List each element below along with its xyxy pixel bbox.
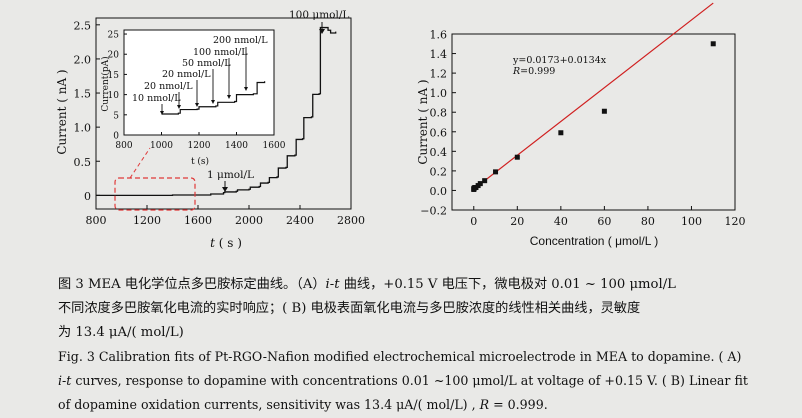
inset-x-tick-label: 1600	[263, 141, 286, 151]
panel-a-x-tick-label: 2000	[235, 214, 263, 227]
caption-cn-line-2: 不同浓度多巴胺氧化电流的实时响应；( B) 电极表面氧化电流与多巴胺浓度的线性相…	[58, 301, 641, 316]
panel-b-y-tick-label: 0.0	[430, 185, 448, 198]
caption-en-line-2: i-t curves, response to dopamine with co…	[58, 373, 748, 388]
caption-en-line-1: Fig. 3 Calibration fits of Pt-RGO-Nafion…	[58, 349, 742, 364]
panel-b-x-tick-label: 60	[597, 215, 611, 228]
panel-b-y-tick-label: −0.2	[420, 205, 447, 218]
panel-a-y-tick-label: 1.5	[74, 88, 92, 101]
panel-b-y-tick-label: 0.4	[430, 146, 448, 159]
inset-ylabel: Current(pA)	[100, 56, 111, 111]
data-point	[710, 41, 716, 47]
annotation-100umol: 100 μmol/L	[289, 9, 349, 21]
panel-a-y-tick-label: 2.0	[74, 53, 92, 66]
panel-b-y-tick-label: 1.6	[430, 29, 448, 42]
panel-a-xlabel: t ( s )	[210, 236, 242, 250]
figure: 0 0.5 1.0 1.5 2.0 2.5 800 1200 1600 2000 2400 2800…	[55, 2, 746, 250]
panel-a-trace	[96, 26, 337, 197]
panel-a-x-tick-label: 1600	[184, 214, 212, 227]
panel-a-x-tick-label: 800	[86, 214, 107, 227]
data-point	[601, 108, 607, 114]
panel-b-xlabel: Concentration ( μmol/L )	[530, 234, 659, 248]
data-point	[482, 178, 488, 184]
caption-cn-line-3: 为 13.4 μA/( mol/L)	[58, 325, 184, 340]
inset-arrows	[161, 47, 247, 112]
caption-en-line-3: of dopamine oxidation currents, sensitiv…	[58, 397, 548, 412]
inset-annotation-100nmol: 100 nmol/L	[193, 47, 248, 58]
panel-a: 0 0.5 1.0 1.5 2.0 2.5 800 1200 1600 2000 2400 2800…	[55, 9, 365, 250]
inset-trace	[161, 81, 266, 115]
fit-line	[473, 2, 714, 190]
inset-y-tick-label: 5	[113, 111, 119, 121]
inset-plot: 0 5 10 15 20 25 800 1000 1200 1400 1600 Current(p…	[100, 29, 286, 167]
inset-x-tick-label: 1400	[225, 141, 248, 151]
inset-x-tick-label: 1200	[188, 141, 211, 151]
caption-cn-line-1: 图 3 MEA 电化学位点多巴胺标定曲线。（A）i-t 曲线，+0.15 V 电…	[58, 277, 676, 292]
inset-y-tick-label: 15	[108, 71, 120, 81]
panel-b-y-tick-label: 0.2	[430, 165, 448, 178]
inset-x-tick-label: 1000	[150, 141, 173, 151]
panel-b-y-tick-label: 1.2	[430, 68, 448, 81]
panel-a-y-tick-label: 1.0	[74, 122, 92, 135]
panel-b: −0.2 0.0 0.2 0.4 0.6 0.8 1.0 1.2 1.4 1.6 0 20 40 60 8…	[416, 2, 746, 248]
panel-a-y-tick-label: 0.5	[74, 156, 92, 169]
panel-a-y-tick-label: 0	[84, 190, 91, 203]
data-point	[493, 169, 499, 175]
panel-a-x-tick-label: 2800	[337, 214, 365, 227]
panel-b-x-tick-label: 120	[725, 215, 746, 228]
panel-b-x-tick-label: 40	[554, 215, 568, 228]
data-point	[477, 181, 483, 187]
inset-y-tick-label: 25	[108, 31, 120, 41]
inset-annotation-20nmol-a: 20 nmol/L	[144, 81, 193, 92]
inset-annotation-10nmol: 10 nmol/L	[132, 93, 181, 104]
data-point	[514, 154, 520, 160]
fit-equation: y=0.0173+0.0134x	[512, 55, 607, 66]
panel-b-frame	[451, 33, 736, 211]
inset-arrow-heads	[160, 87, 248, 115]
panel-a-frame	[95, 17, 352, 210]
inset-annotation-50nmol: 50 nmol/L	[182, 58, 231, 69]
data-point	[558, 130, 564, 136]
panel-b-y-tick-label: 0.6	[430, 126, 448, 139]
panel-b-x-tick-label: 20	[510, 215, 524, 228]
panel-a-ylabel: Current ( nA )	[55, 69, 69, 154]
panel-a-y-tick-label: 2.5	[74, 19, 92, 32]
panel-a-x-tick-label: 1200	[133, 214, 161, 227]
inset-y-tick-label: 20	[108, 51, 120, 61]
zoom-connector	[129, 147, 151, 179]
inset-y-tick-label: 0	[113, 132, 119, 142]
panel-b-y-tick-label: 1.0	[430, 87, 448, 100]
inset-x-tick-label: 800	[115, 141, 132, 151]
panel-b-ylabel: Current ( nA )	[416, 79, 430, 164]
arrow-head-100umol	[319, 29, 325, 34]
annotation-1umol: 1 μmol/L	[207, 169, 254, 181]
panel-b-x-tick-label: 80	[641, 215, 655, 228]
arrow-head-1umol	[222, 187, 228, 192]
panel-b-y-tick-label: 0.8	[430, 107, 448, 120]
inset-annotation-20nmol-b: 20 nmol/L	[162, 69, 211, 80]
zoom-region-box	[114, 177, 196, 211]
inset-frame	[123, 29, 275, 136]
panel-b-x-tick-label: 100	[681, 215, 702, 228]
fit-r-value: R=0.999	[512, 66, 555, 77]
inset-y-tick-label: 10	[108, 91, 120, 101]
panel-b-y-tick-label: 1.4	[430, 48, 448, 61]
panel-b-x-tick-label: 0	[470, 215, 477, 228]
inset-annotation-200nmol: 200 nmol/L	[213, 35, 268, 46]
inset-xlabel: t (s)	[191, 156, 209, 167]
panel-a-x-tick-label: 2400	[286, 214, 314, 227]
